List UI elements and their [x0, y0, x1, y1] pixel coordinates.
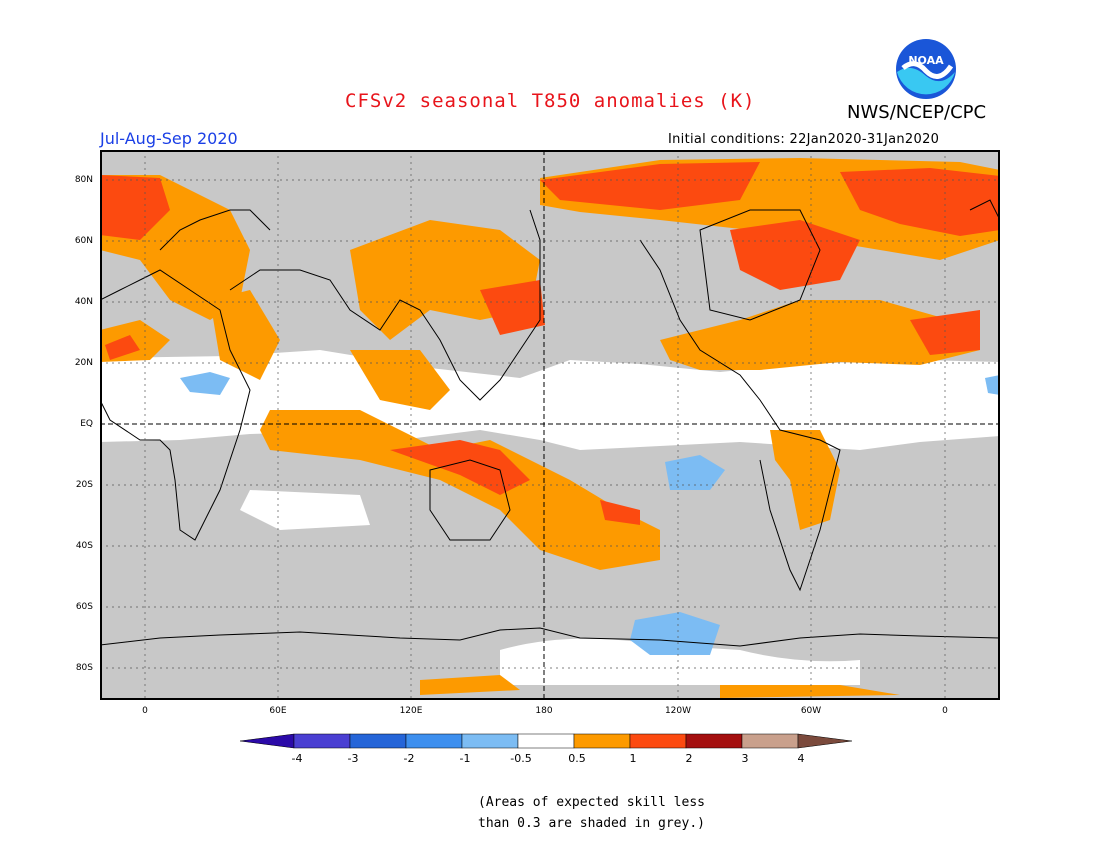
colorbar-tick-label: 1	[629, 752, 637, 765]
lon-label: 180	[535, 706, 553, 716]
lat-label: EQ	[80, 419, 93, 429]
lat-label: 60S	[75, 602, 93, 612]
skill-note: (Areas of expected skill less than 0.3 a…	[478, 792, 705, 834]
lat-label: 80S	[75, 663, 93, 673]
lon-label: 0	[942, 706, 948, 716]
coastlines	[100, 199, 1000, 647]
lat-label: 40N	[74, 297, 93, 307]
lat-label: 40S	[75, 541, 93, 551]
negative-anomalies	[180, 372, 1000, 655]
lat-label: 20N	[74, 358, 93, 368]
colorbar-tick-label: 2	[685, 752, 693, 765]
antarctic-white	[500, 638, 860, 685]
lon-label: 60W	[800, 706, 822, 716]
colorbar-cell	[629, 733, 687, 749]
colorbar-cell	[461, 733, 519, 749]
colorbar-tick-label: 3	[741, 752, 749, 765]
season-label: Jul-Aug-Sep 2020	[100, 129, 238, 148]
lon-label: 0	[142, 706, 148, 716]
colorbar-tick-label: -3	[347, 752, 359, 765]
agency-label: NWS/NCEP/CPC	[847, 102, 987, 123]
chart-title: CFSv2 seasonal T850 anomalies (K)	[345, 90, 756, 112]
noaa-logo: NOAA	[896, 39, 956, 99]
colorbar-cell	[685, 733, 743, 749]
colorbar-cell	[405, 733, 463, 749]
colorbar-tick-label: -0.5	[510, 752, 532, 765]
colorbar-end-high	[797, 733, 853, 749]
lat-label: 60N	[74, 236, 93, 246]
colorbar-tick-label: -2	[403, 752, 415, 765]
colorbar-tick-label: 4	[797, 752, 805, 765]
colorbar-cell	[741, 733, 799, 749]
south-indian-white	[240, 490, 370, 530]
lat-label: 80N	[74, 175, 93, 185]
initial-conditions-label: Initial conditions: 22Jan2020-31Jan2020	[668, 132, 940, 147]
colorbar-tick-label: -4	[291, 752, 303, 765]
map-frame	[100, 150, 1000, 700]
skill-note-line-2: than 0.3 are shaded in grey.)	[478, 816, 705, 831]
colorbar-tick-label: 0.5	[568, 752, 586, 765]
colorbar-cell	[573, 733, 631, 749]
lon-label: 120W	[664, 706, 692, 716]
lon-label: 120E	[399, 706, 423, 716]
colorbar-cell	[293, 733, 351, 749]
positive-anomalies	[100, 158, 1000, 698]
colorbar-tick-label: -1	[459, 752, 471, 765]
colorbar-end-low	[239, 733, 295, 749]
lat-label: 20S	[75, 480, 93, 490]
anomaly-map	[100, 150, 1000, 700]
svg-text:NOAA: NOAA	[908, 54, 944, 67]
graticule	[100, 150, 1000, 700]
colorbar-cell	[349, 733, 407, 749]
skill-note-line-1: (Areas of expected skill less	[478, 795, 705, 810]
color-bar	[239, 733, 853, 749]
lon-label: 60E	[269, 706, 287, 716]
colorbar-cell	[517, 733, 575, 749]
